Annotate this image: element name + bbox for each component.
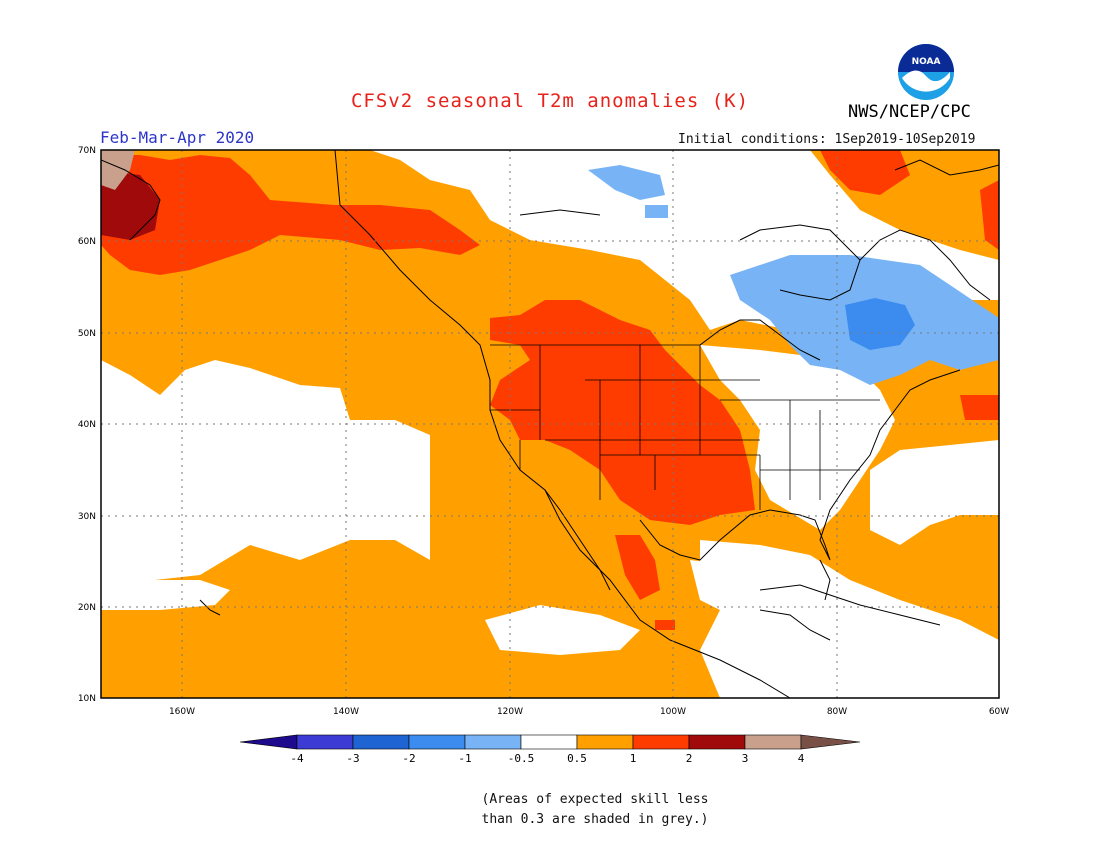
coastlines <box>101 150 999 698</box>
colorbar-swatch <box>576 734 634 750</box>
colorbar-swatch <box>408 734 466 750</box>
colorbar-right-arrow <box>800 734 861 750</box>
lon-label: 60W <box>989 707 1009 717</box>
siberia-tan-region <box>101 150 135 190</box>
svg-text:NOAA: NOAA <box>912 57 941 67</box>
lon-label: 160W <box>169 707 195 717</box>
lat-label: 30N <box>78 512 96 522</box>
subtropical-white-region <box>101 580 230 610</box>
skill-note-line-1: (Areas of expected skill less <box>481 792 709 807</box>
agency-label: NWS/NCEP/CPC <box>848 102 971 122</box>
colorbar-tick-label: 3 <box>742 752 749 765</box>
colorbar-tick-label: 0.5 <box>567 752 587 765</box>
quebec-blue <box>845 298 915 350</box>
colorbar-swatch <box>352 734 410 750</box>
atlantic-white-region <box>870 440 999 545</box>
initial-conditions-label: Initial conditions: 1Sep2019-10Sep2019 <box>678 132 976 147</box>
state-borders <box>490 344 880 510</box>
colorbar-swatch <box>464 734 522 750</box>
arctic-light-blue <box>588 165 665 200</box>
lon-label: 140W <box>333 707 359 717</box>
greenland-red-region <box>820 150 910 195</box>
lat-label: 40N <box>78 420 96 430</box>
caribbean-white-region <box>700 540 999 698</box>
colorbar-swatch <box>520 734 578 750</box>
colorbar-swatch <box>296 734 354 750</box>
colorbar-swatch <box>688 734 746 750</box>
colorbar <box>239 734 861 750</box>
lat-label: 70N <box>78 146 96 156</box>
noaa-logo: NOAA <box>898 44 954 100</box>
graticule <box>101 150 999 698</box>
alaska-red-region <box>101 155 480 275</box>
season-label: Feb-Mar-Apr 2020 <box>100 128 255 147</box>
anomaly-fields <box>101 150 999 698</box>
colorbar-tick-label: 4 <box>798 752 805 765</box>
colorbar-swatch <box>744 734 802 750</box>
arctic-light-blue-small <box>645 205 668 218</box>
colorbar-tick-label: -0.5 <box>508 752 535 765</box>
colorbar-tick-label: -2 <box>402 752 415 765</box>
colorbar-tick-label: -3 <box>346 752 359 765</box>
lat-label: 20N <box>78 603 96 613</box>
lat-label: 10N <box>78 694 96 704</box>
gulf-coast-red-region <box>655 620 675 630</box>
gulf-white-region <box>690 560 740 610</box>
colorbar-tick-label: -4 <box>290 752 304 765</box>
pacific-white-region <box>101 360 430 605</box>
colorbar-swatch <box>632 734 690 750</box>
lon-label: 100W <box>660 707 686 717</box>
labrador-red-region <box>980 180 999 250</box>
atlantic-red-region <box>960 395 999 420</box>
mexico-red-region <box>615 535 660 600</box>
eastern-us-white-region <box>700 345 895 530</box>
colorbar-tick-label: -1 <box>458 752 471 765</box>
colorbar-tick-label: 2 <box>686 752 693 765</box>
lon-label: 120W <box>497 707 523 717</box>
map-title: CFSv2 seasonal T2m anomalies (K) <box>350 90 750 112</box>
latitude-labels: 70N 60N 50N 40N 30N 20N 10N <box>78 146 96 704</box>
lat-label: 60N <box>78 237 96 247</box>
map-frame <box>100 149 1000 699</box>
colorbar-tick-label: 1 <box>630 752 637 765</box>
longitude-labels: 160W 140W 120W 100W 80W 60W <box>169 707 1009 717</box>
colorbar-ticks: -4 -3 -2 -1 -0.5 0.5 1 2 3 4 <box>290 752 804 765</box>
lon-label: 80W <box>827 707 847 717</box>
colorbar-left-arrow <box>239 734 298 750</box>
skill-note-line-2: than 0.3 are shaded in grey.) <box>481 812 709 827</box>
eastern-pacific-white-region <box>485 605 640 655</box>
lat-label: 50N <box>78 329 96 339</box>
western-us-red-region <box>490 300 755 525</box>
